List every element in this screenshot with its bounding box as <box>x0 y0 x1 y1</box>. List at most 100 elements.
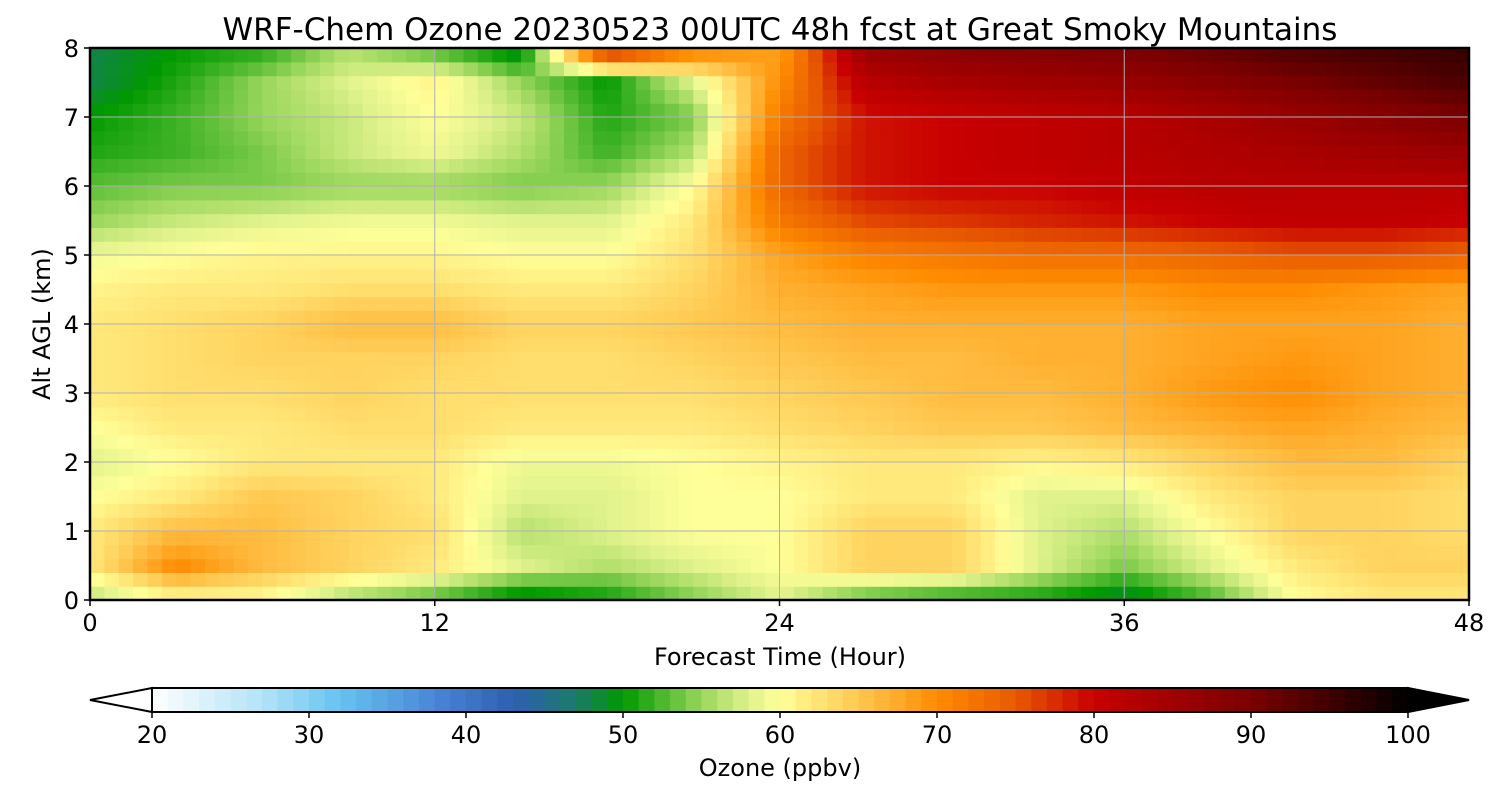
heatmap-cell <box>377 172 393 187</box>
heatmap-cell <box>793 172 809 187</box>
heatmap-cell <box>1081 586 1097 601</box>
heatmap-cell <box>750 393 766 408</box>
heatmap-cell <box>305 365 321 380</box>
heatmap-cell <box>822 199 838 215</box>
heatmap-cell <box>765 420 781 435</box>
heatmap-cell <box>1411 158 1427 173</box>
heatmap-cell <box>1095 89 1111 104</box>
heatmap-cell <box>621 255 637 270</box>
heatmap-cell <box>190 241 206 256</box>
heatmap-cell <box>1095 158 1111 173</box>
heatmap-cell <box>1425 130 1441 146</box>
heatmap-cell <box>793 158 809 173</box>
heatmap-cell <box>736 379 752 394</box>
heatmap-cell <box>1454 558 1470 573</box>
heatmap-cell <box>951 172 967 187</box>
heatmap-cell <box>348 199 364 215</box>
heatmap-cell <box>1425 351 1441 366</box>
heatmap-cell <box>1152 89 1168 104</box>
colorbar-segment <box>984 688 1001 712</box>
heatmap-cell <box>808 324 824 339</box>
heatmap-cell <box>621 572 637 587</box>
heatmap-cell <box>1066 61 1082 77</box>
heatmap-cell <box>865 517 881 532</box>
heatmap-cell <box>564 324 579 339</box>
heatmap-cell <box>966 572 982 587</box>
heatmap-cell <box>1382 379 1398 394</box>
heatmap-cell <box>319 379 335 394</box>
heatmap-cell <box>434 130 450 146</box>
heatmap-cell <box>765 462 781 477</box>
heatmap-cell <box>1124 213 1140 228</box>
heatmap-cell <box>880 296 896 311</box>
heatmap-cell <box>865 558 881 573</box>
heatmap-cell <box>793 489 809 504</box>
heatmap-cell <box>104 489 120 504</box>
heatmap-cell <box>219 48 235 63</box>
heatmap-cell <box>391 351 407 366</box>
heatmap-cell <box>707 227 723 242</box>
heatmap-cell <box>1066 365 1082 380</box>
heatmap-cell <box>1095 324 1111 339</box>
heatmap-cell <box>1081 48 1097 63</box>
heatmap-cell <box>334 213 350 228</box>
heatmap-cell <box>750 365 766 380</box>
heatmap-cell <box>822 351 838 366</box>
heatmap-cell <box>808 310 824 325</box>
heatmap-cell <box>1109 282 1125 297</box>
heatmap-cell <box>262 158 278 173</box>
heatmap-cell <box>219 393 235 408</box>
heatmap-cell <box>1440 531 1456 546</box>
heatmap-cell <box>1425 227 1441 242</box>
heatmap-cell <box>549 48 565 63</box>
heatmap-cell <box>362 75 378 90</box>
heatmap-cell <box>118 379 134 394</box>
heatmap-cell <box>204 268 220 284</box>
heatmap-cell <box>248 213 263 228</box>
heatmap-cell <box>434 186 450 201</box>
heatmap-cell <box>133 48 149 63</box>
heatmap-cell <box>678 531 694 546</box>
heatmap-cell <box>1239 489 1255 504</box>
heatmap-cell <box>908 296 924 311</box>
heatmap-cell <box>219 544 235 560</box>
heatmap-cell <box>1138 503 1154 518</box>
heatmap-cell <box>161 586 177 601</box>
heatmap-cell <box>262 268 278 284</box>
heatmap-cell <box>621 75 637 90</box>
heatmap-cell <box>1038 103 1054 118</box>
heatmap-cell <box>1124 130 1140 146</box>
heatmap-cell <box>1167 434 1183 449</box>
heatmap-cell <box>549 172 565 187</box>
heatmap-cell <box>1310 406 1326 422</box>
heatmap-cell <box>851 475 867 491</box>
heatmap-cell <box>406 475 421 491</box>
heatmap-cell <box>248 544 263 560</box>
heatmap-cell <box>1310 186 1326 201</box>
heatmap-cell <box>1239 462 1255 477</box>
heatmap-cell <box>822 89 838 104</box>
heatmap-cell <box>1425 158 1441 173</box>
heatmap-cell <box>664 186 680 201</box>
heatmap-cell <box>1267 130 1283 146</box>
heatmap-cell <box>722 61 737 77</box>
heatmap-cell <box>865 586 881 601</box>
heatmap-cell <box>1066 186 1082 201</box>
heatmap-cell <box>851 531 867 546</box>
heatmap-cell <box>434 199 450 215</box>
heatmap-cell <box>1282 324 1298 339</box>
heatmap-cell <box>1152 420 1168 435</box>
heatmap-cell <box>1167 186 1183 201</box>
heatmap-cell <box>908 227 924 242</box>
heatmap-cell <box>693 420 709 435</box>
heatmap-cell <box>908 337 924 353</box>
heatmap-cell <box>865 199 881 215</box>
heatmap-cell <box>693 351 709 366</box>
heatmap-cell <box>463 296 479 311</box>
heatmap-cell <box>549 199 565 215</box>
heatmap-cell <box>535 503 551 518</box>
heatmap-cell <box>880 586 896 601</box>
heatmap-cell <box>1454 268 1470 284</box>
heatmap-cell <box>463 103 479 118</box>
heatmap-cell <box>635 462 651 477</box>
